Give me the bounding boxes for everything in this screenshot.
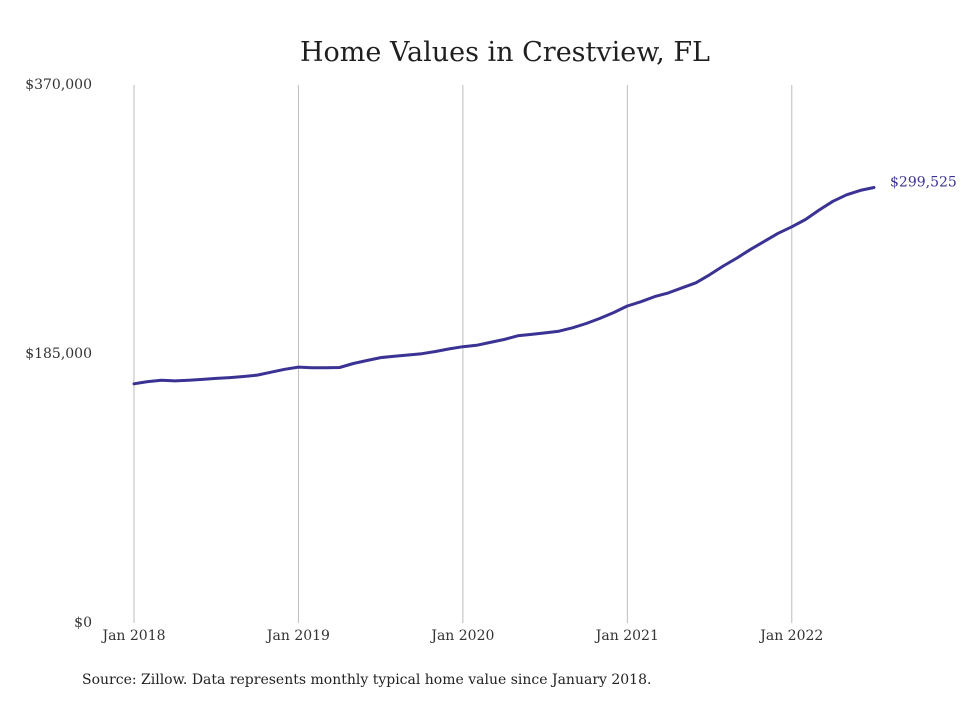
gridlines	[133, 85, 793, 623]
y-tick-label: $185,000	[25, 346, 92, 362]
source-note: Source: Zillow. Data represents monthly …	[82, 672, 651, 688]
y-tick-label: $0	[74, 615, 92, 631]
series-layer: $299,525	[132, 174, 957, 386]
series-line-0	[132, 186, 876, 386]
y-tick-label: $370,000	[25, 77, 92, 93]
y-axis-ticks: $0 $185,000 $370,000	[25, 77, 92, 631]
x-tick-label: Jan 2018	[100, 628, 165, 644]
x-tick-label: Jan 2021	[594, 628, 659, 644]
x-tick-label: Jan 2022	[758, 628, 823, 644]
end-value-label: $299,525	[890, 174, 957, 190]
x-tick-label: Jan 2020	[429, 628, 494, 644]
chart-title: Home Values in Crestview, FL	[300, 37, 710, 68]
x-tick-label: Jan 2019	[265, 628, 330, 644]
x-axis-ticks: Jan 2018 Jan 2019 Jan 2020 Jan 2021 Jan 2022	[100, 628, 823, 644]
